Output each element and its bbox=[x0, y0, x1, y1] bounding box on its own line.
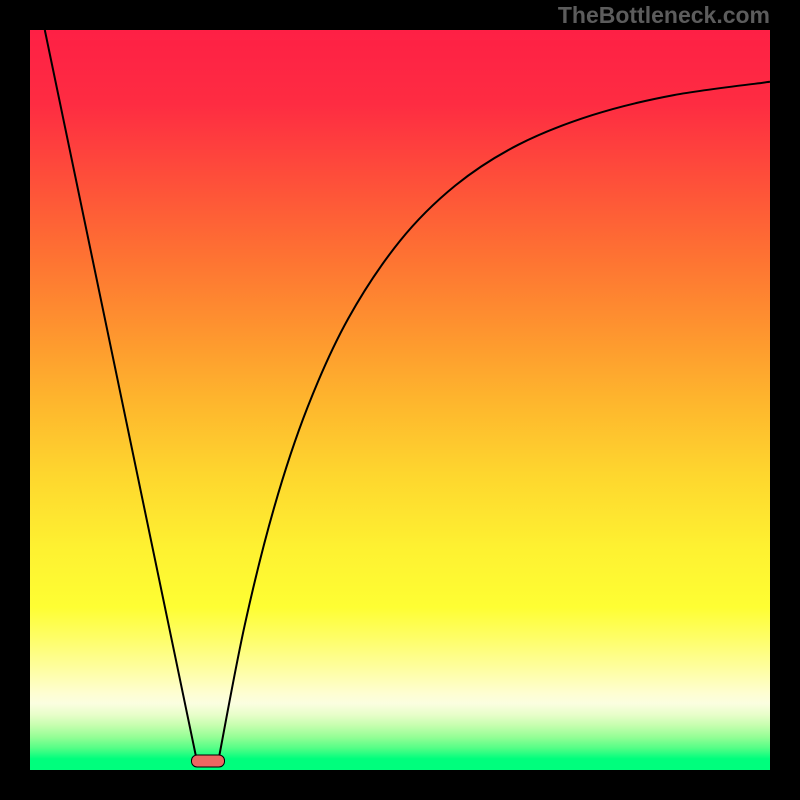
curve-layer bbox=[30, 30, 770, 770]
watermark-text: TheBottleneck.com bbox=[558, 2, 770, 29]
curve-right-branch bbox=[219, 82, 770, 759]
curve-left-branch bbox=[45, 30, 197, 759]
trough-marker bbox=[191, 755, 225, 768]
plot-area bbox=[30, 30, 770, 770]
